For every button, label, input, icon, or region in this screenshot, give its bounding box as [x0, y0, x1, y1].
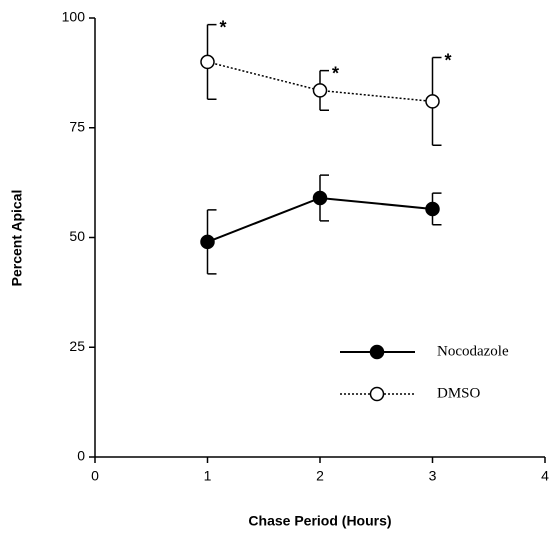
y-tick-label: 75: [69, 118, 85, 134]
y-tick-label: 50: [69, 228, 85, 244]
legend-label: DMSO: [437, 385, 481, 401]
x-tick-label: 3: [429, 468, 437, 484]
significance-mark: *: [220, 17, 227, 37]
point: [425, 201, 440, 217]
y-tick-label: 100: [62, 9, 86, 25]
point: [312, 190, 328, 206]
y-tick-label: 25: [69, 338, 85, 354]
y-axis-title: Percent Apical: [9, 190, 25, 287]
legend-marker: [369, 386, 385, 402]
legend-label: Nocodazole: [437, 343, 509, 359]
x-tick-label: 1: [204, 468, 212, 484]
x-tick-label: 2: [316, 468, 324, 484]
point: [425, 94, 440, 109]
legend-marker: [369, 344, 385, 360]
point: [200, 234, 215, 250]
significance-mark: *: [332, 63, 339, 83]
point: [200, 54, 215, 70]
x-axis-title: Chase Period (Hours): [248, 513, 391, 529]
point: [312, 83, 328, 98]
x-tick-label: 0: [91, 468, 99, 484]
y-tick-label: 0: [77, 448, 85, 464]
x-tick-label: 4: [541, 468, 549, 484]
significance-mark: *: [445, 50, 452, 70]
